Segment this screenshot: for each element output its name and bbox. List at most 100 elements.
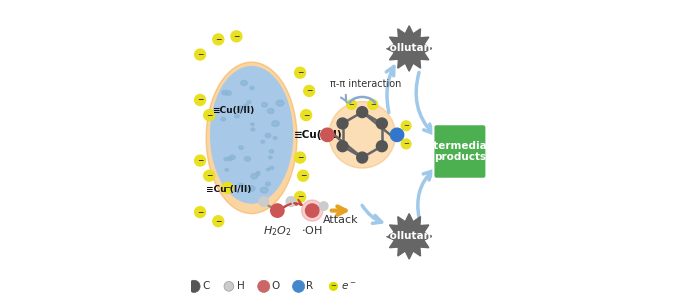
Text: −: − — [215, 217, 221, 226]
Circle shape — [319, 202, 328, 210]
Ellipse shape — [266, 182, 271, 186]
Circle shape — [195, 207, 206, 218]
Ellipse shape — [273, 137, 277, 139]
Circle shape — [377, 141, 387, 152]
Text: −: − — [403, 123, 409, 129]
Ellipse shape — [244, 104, 248, 107]
Circle shape — [298, 170, 308, 181]
Ellipse shape — [224, 158, 228, 161]
Ellipse shape — [229, 155, 235, 160]
Ellipse shape — [225, 168, 228, 171]
Text: −: − — [300, 171, 306, 180]
Ellipse shape — [251, 123, 254, 125]
Ellipse shape — [245, 188, 249, 191]
Ellipse shape — [272, 121, 279, 126]
Text: π-π interaction: π-π interaction — [329, 79, 401, 89]
Ellipse shape — [260, 187, 268, 193]
Ellipse shape — [270, 166, 274, 169]
Circle shape — [295, 67, 306, 78]
Ellipse shape — [251, 128, 255, 131]
Circle shape — [259, 197, 269, 206]
Circle shape — [306, 204, 319, 217]
Circle shape — [295, 191, 306, 202]
Text: −: − — [197, 208, 203, 217]
Text: −: − — [403, 141, 409, 147]
Polygon shape — [386, 214, 432, 259]
Text: ≡Cu(I/II): ≡Cu(I/II) — [294, 130, 342, 140]
Text: −: − — [197, 156, 203, 165]
Text: −: − — [303, 111, 310, 120]
Circle shape — [390, 128, 403, 142]
Text: H: H — [237, 281, 245, 291]
Text: −: − — [197, 50, 203, 59]
Ellipse shape — [238, 106, 244, 111]
Text: ≡Cu (I/II): ≡Cu (I/II) — [206, 185, 251, 194]
Circle shape — [286, 197, 296, 206]
Ellipse shape — [239, 146, 243, 149]
FancyBboxPatch shape — [434, 124, 486, 179]
Ellipse shape — [239, 183, 244, 187]
Circle shape — [368, 100, 377, 109]
Ellipse shape — [235, 114, 239, 118]
Text: −: − — [349, 102, 355, 108]
Ellipse shape — [256, 171, 260, 174]
Text: −: − — [215, 35, 221, 44]
Text: −: − — [197, 95, 203, 105]
Circle shape — [195, 155, 206, 166]
Ellipse shape — [301, 200, 323, 221]
Circle shape — [224, 281, 234, 291]
Text: Pollutant: Pollutant — [382, 43, 436, 54]
Circle shape — [401, 139, 411, 149]
Ellipse shape — [250, 86, 254, 90]
Text: $e^-$: $e^-$ — [341, 281, 357, 292]
Ellipse shape — [221, 117, 225, 121]
Ellipse shape — [269, 150, 274, 153]
Circle shape — [271, 204, 284, 217]
Circle shape — [195, 95, 206, 105]
Text: −: − — [206, 111, 212, 120]
Text: $H_2O_2$: $H_2O_2$ — [263, 224, 292, 238]
Ellipse shape — [276, 100, 284, 106]
Text: −: − — [297, 153, 303, 162]
Circle shape — [337, 118, 348, 129]
Polygon shape — [386, 26, 432, 71]
Text: Intermediate
products: Intermediate products — [422, 141, 499, 162]
Circle shape — [213, 216, 224, 227]
Ellipse shape — [329, 102, 395, 168]
Text: −: − — [297, 192, 303, 201]
Ellipse shape — [245, 157, 251, 161]
Ellipse shape — [261, 140, 264, 143]
Ellipse shape — [240, 80, 247, 85]
Circle shape — [401, 121, 411, 131]
Circle shape — [329, 282, 338, 291]
Circle shape — [357, 107, 368, 118]
Circle shape — [188, 280, 200, 292]
Ellipse shape — [222, 90, 228, 95]
Circle shape — [231, 31, 242, 42]
Ellipse shape — [247, 185, 255, 191]
Text: Attack: Attack — [323, 215, 358, 225]
Text: −: − — [206, 171, 212, 180]
Circle shape — [357, 152, 368, 163]
Circle shape — [195, 49, 206, 60]
Circle shape — [347, 100, 356, 109]
Ellipse shape — [269, 156, 272, 159]
Text: −: − — [234, 32, 240, 41]
Text: C: C — [202, 281, 210, 291]
Ellipse shape — [262, 103, 267, 107]
Ellipse shape — [206, 62, 297, 214]
Circle shape — [301, 110, 312, 121]
Ellipse shape — [265, 133, 271, 138]
Text: −: − — [297, 68, 303, 77]
Text: −: − — [224, 183, 231, 192]
Circle shape — [337, 141, 348, 152]
Circle shape — [321, 128, 334, 142]
Circle shape — [295, 152, 306, 163]
Text: −: − — [330, 283, 336, 289]
Circle shape — [213, 34, 224, 45]
Text: ≡Cu(I/II): ≡Cu(I/II) — [212, 106, 254, 115]
Text: $\cdot$OH: $\cdot$OH — [301, 224, 323, 236]
Ellipse shape — [266, 168, 270, 171]
Circle shape — [303, 85, 314, 96]
Circle shape — [377, 118, 387, 129]
